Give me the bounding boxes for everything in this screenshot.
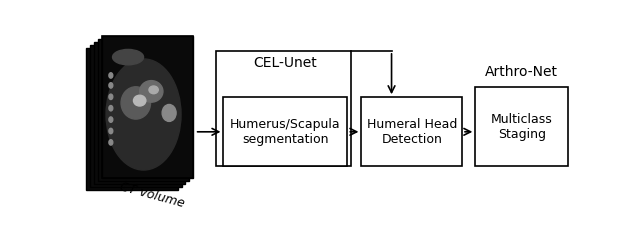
Text: Multiclass
Staging: Multiclass Staging: [491, 113, 552, 141]
Ellipse shape: [134, 95, 146, 106]
Text: CT volume: CT volume: [118, 180, 186, 210]
Bar: [86, 48, 178, 190]
Ellipse shape: [109, 83, 113, 88]
Ellipse shape: [109, 128, 113, 134]
Bar: [90, 45, 182, 187]
Ellipse shape: [109, 106, 113, 111]
Ellipse shape: [109, 94, 113, 99]
Bar: [476, 87, 568, 166]
Ellipse shape: [109, 140, 113, 145]
Text: Arthro-Net: Arthro-Net: [485, 65, 558, 79]
Ellipse shape: [121, 87, 150, 119]
Ellipse shape: [162, 104, 176, 122]
Ellipse shape: [149, 86, 158, 94]
Text: Humeral Head
Detection: Humeral Head Detection: [367, 118, 457, 146]
Ellipse shape: [109, 117, 113, 122]
Bar: [223, 97, 348, 166]
Text: Humerus/Scapula
segmentation: Humerus/Scapula segmentation: [230, 118, 340, 146]
Ellipse shape: [109, 73, 113, 78]
Ellipse shape: [106, 59, 181, 170]
Bar: [98, 39, 189, 181]
Bar: [102, 36, 193, 178]
Bar: [362, 97, 462, 166]
Bar: [216, 51, 351, 166]
Ellipse shape: [140, 81, 163, 102]
Bar: [94, 42, 186, 184]
Ellipse shape: [113, 49, 143, 65]
Bar: [102, 36, 193, 178]
Text: CEL-Unet: CEL-Unet: [253, 56, 317, 70]
